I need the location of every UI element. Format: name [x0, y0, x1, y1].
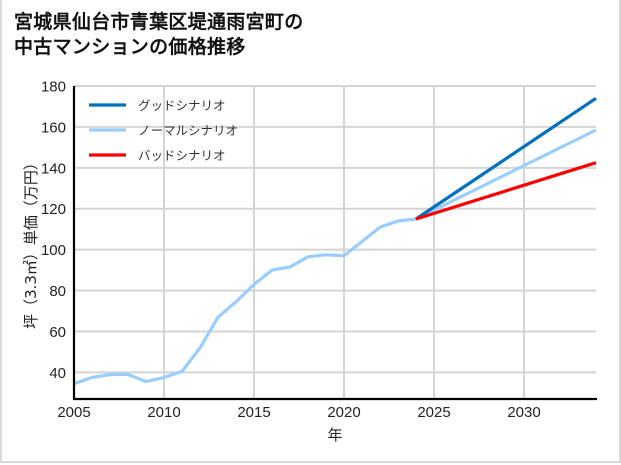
y-axis-label: 坪（3.3㎡）単価（万円）: [22, 155, 40, 329]
y-axis-ticks: 40 60 80 100 120 140 160 180: [41, 79, 66, 382]
y-tick-label: 60: [49, 324, 66, 341]
series-line: [415, 161, 597, 221]
x-tick-label: 2005: [57, 404, 90, 421]
x-axis-ticks: 2005 2010 2015 2020 2025 2030: [57, 404, 540, 421]
x-tick-label: 2015: [237, 404, 270, 421]
series-line: [415, 96, 597, 221]
y-tick-label: 100: [41, 242, 66, 259]
chart-title-line-1: 宮城県仙台市青葉区堤通雨宮町の: [14, 11, 304, 33]
y-tick-label: 120: [41, 201, 66, 218]
legend-label: グッドシナリオ: [138, 98, 226, 113]
chart-title-line-2: 中古マンションの価格推移: [14, 36, 246, 58]
series-line: [73, 128, 597, 386]
x-tick-label: 2010: [147, 404, 180, 421]
gridlines: [74, 85, 596, 399]
y-tick-label: 140: [41, 160, 66, 177]
legend-label: ノーマルシナリオ: [138, 123, 238, 138]
legend-label: バッドシナリオ: [138, 148, 226, 163]
data-lines: [73, 96, 597, 386]
x-tick-label: 2020: [327, 404, 360, 421]
x-tick-label: 2030: [507, 404, 540, 421]
x-axis-label: 年: [327, 426, 342, 444]
y-tick-label: 80: [49, 283, 66, 300]
y-tick-label: 40: [49, 365, 66, 382]
y-tick-label: 160: [41, 119, 66, 136]
y-tick-label: 180: [41, 79, 66, 96]
x-tick-label: 2025: [417, 404, 450, 421]
chart-title: 宮城県仙台市青葉区堤通雨宮町の 中古マンションの価格推移: [14, 10, 304, 60]
